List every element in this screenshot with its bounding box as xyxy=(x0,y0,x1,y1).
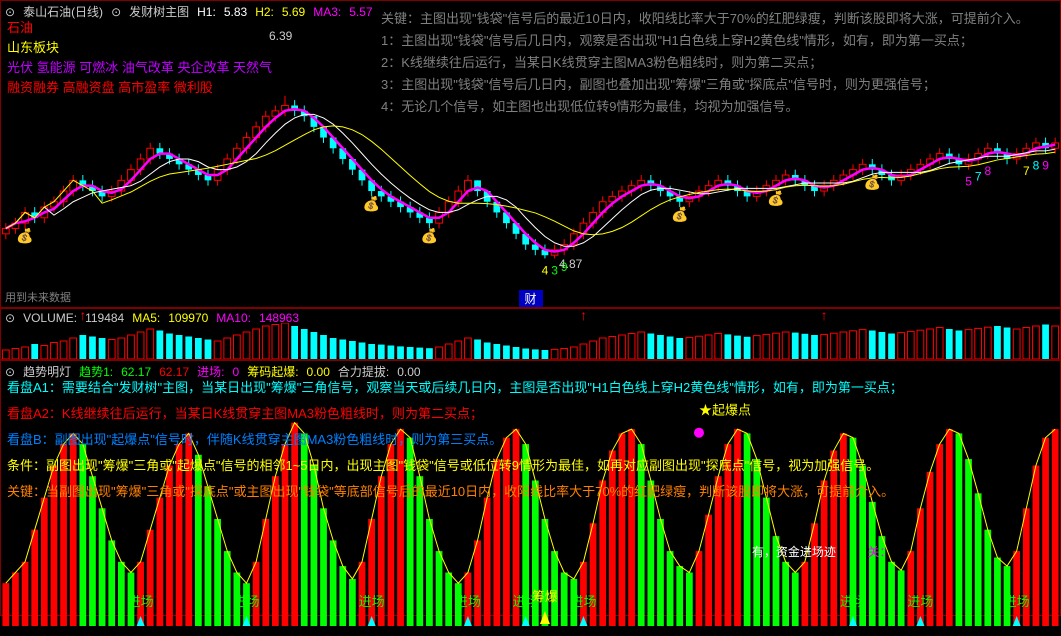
indicator-text-lines: 看盘A1：需要结合"发财树"主图，当某日出现"筹爆"三角信号，观察当天或后续几日… xyxy=(7,379,903,509)
indicator-panel: ⊙ 趋势明灯 趋势1: 62.17 62.17 进场: 0 筹码起爆: 0.00… xyxy=(0,360,1061,616)
svg-text:8: 8 xyxy=(1033,159,1040,173)
low-price-label: 4.87 xyxy=(559,257,582,271)
entry-label-hdr: 进场: xyxy=(197,363,224,380)
svg-text:💰: 💰 xyxy=(363,195,380,212)
heli-label: 合力提拔: xyxy=(338,363,389,380)
svg-text:关：: 关： xyxy=(867,545,891,559)
indicator-title: 趋势明灯 xyxy=(23,363,71,380)
annotation-line: 1：主图出现"钱袋"信号后几日内，观察是否出现"H1白色线上穿H2黄色线"情形，… xyxy=(381,31,1054,51)
svg-text:💰: 💰 xyxy=(864,174,881,191)
svg-text:💰: 💰 xyxy=(16,227,33,244)
svg-text:进场: 进场 xyxy=(907,594,933,609)
tag-row: 融资融券 高融资盘 高市盈率 微利股 xyxy=(7,79,272,97)
expand-icon[interactable]: ⊙ xyxy=(5,5,15,19)
expand-icon[interactable]: ⊙ xyxy=(5,365,15,379)
indicator-text-line: 看盘A2：K线继续往后运行，当某日K线贯穿主图MA3粉色粗线时，则为第二买点； xyxy=(7,405,903,423)
trend1b-value: 62.17 xyxy=(159,365,189,379)
svg-text:进场: 进场 xyxy=(570,594,596,609)
svg-text:进场: 进场 xyxy=(359,594,385,609)
chip-value: 0.00 xyxy=(307,365,330,379)
heli-value: 0.00 xyxy=(397,365,420,379)
h2-label: H2: xyxy=(255,5,274,19)
svg-text:8: 8 xyxy=(984,164,991,178)
svg-text:💰: 💰 xyxy=(671,206,688,223)
tag-row: 山东板块 xyxy=(7,39,272,57)
svg-text:进场: 进场 xyxy=(233,594,259,609)
svg-text:3: 3 xyxy=(551,263,558,277)
svg-text:有，资金进场迹: 有，资金进场迹 xyxy=(752,544,836,559)
svg-text:进场: 进场 xyxy=(840,594,866,609)
volume-bars[interactable] xyxy=(1,323,1060,359)
stock-tags: 石油山东板块光伏 氢能源 可燃冰 油气改革 央企改革 天然气融资融券 高融资盘 … xyxy=(7,19,272,99)
indicator-text-line: 关键：当副图出现"筹爆"三角或"探底点"或主图出现"钱袋"等底部信号后的最近10… xyxy=(7,483,903,501)
annotation-line: 2：K线继续往后运行，当某日K线贯穿主图MA3粉色粗线时，则为第二买点； xyxy=(381,53,1054,73)
future-data-note: 用到未来数据 xyxy=(5,289,71,305)
main-chart-panel: ⊙ 泰山石油(日线) ⊙ 发财树主图 H1: 5.83 H2: 5.69 MA3… xyxy=(0,0,1061,308)
ma3-value: 5.57 xyxy=(349,5,372,19)
annotation-line: 4：无论几个信号，如主图也出现低位转9情形为最佳，均视为加强信号。 xyxy=(381,97,1054,117)
high-price-label: 6.39 xyxy=(269,29,292,43)
svg-text:💰: 💰 xyxy=(421,227,438,244)
svg-text:进场: 进场 xyxy=(1004,594,1030,609)
chip-label: 筹码起爆: xyxy=(247,363,298,380)
svg-text:7: 7 xyxy=(975,169,982,183)
h2-value: 5.69 xyxy=(282,5,305,19)
svg-text:进场: 进场 xyxy=(128,594,154,609)
h1-label: H1: xyxy=(197,5,216,19)
ma3-label: MA3: xyxy=(313,5,341,19)
entry-value: 0 xyxy=(233,365,240,379)
tag-row: 光伏 氢能源 可燃冰 油气改革 央企改革 天然气 xyxy=(7,59,272,77)
svg-text:💰: 💰 xyxy=(767,190,784,207)
annotation-line: 3：主图出现"钱袋"信号后几日内，副图也叠加出现"筹爆"三角或"探底点"信号时，… xyxy=(381,75,1054,95)
svg-text:筹爆: 筹爆 xyxy=(532,589,558,604)
svg-text:7: 7 xyxy=(1023,164,1030,178)
tag-row: 石油 xyxy=(7,19,272,37)
chart-subtitle: 发财树主图 xyxy=(129,3,189,20)
cai-badge: 财 xyxy=(518,290,542,307)
stock-title: 泰山石油(日线) xyxy=(23,3,103,20)
svg-text:进场: 进场 xyxy=(455,594,481,609)
trend1-value: 62.17 xyxy=(121,365,151,379)
indicator-text-line: 看盘A1：需要结合"发财树"主图，当某日出现"筹爆"三角信号，观察当天或后续几日… xyxy=(7,379,903,397)
indicator-text-line: 看盘B：副图出现"起爆点"信号时，伴随K线贯穿主图MA3粉色粗线时，则为第三买点… xyxy=(7,431,903,449)
svg-text:5: 5 xyxy=(965,175,972,189)
expand-icon-2[interactable]: ⊙ xyxy=(111,5,121,19)
chart-annotations: 关键：主图出现"钱袋"信号后的最近10日内，收阳线比率大于70%的红肥绿瘦，判断… xyxy=(381,9,1054,119)
volume-panel: ⊙ VOLUME: 119484 MA5: 109970 MA10: 14896… xyxy=(0,308,1061,360)
h1-value: 5.83 xyxy=(224,5,247,19)
svg-text:9: 9 xyxy=(1042,159,1049,173)
trend1-label: 趋势1: xyxy=(79,363,113,380)
svg-text:4: 4 xyxy=(542,263,549,277)
indicator-text-line: 条件：副图出现"筹爆"三角或"起爆点"信号的相邻1~5日内，出现主图"钱袋"信号… xyxy=(7,457,903,475)
annotation-line: 关键：主图出现"钱袋"信号后的最近10日内，收阳线比率大于70%的红肥绿瘦，判断… xyxy=(381,9,1054,29)
